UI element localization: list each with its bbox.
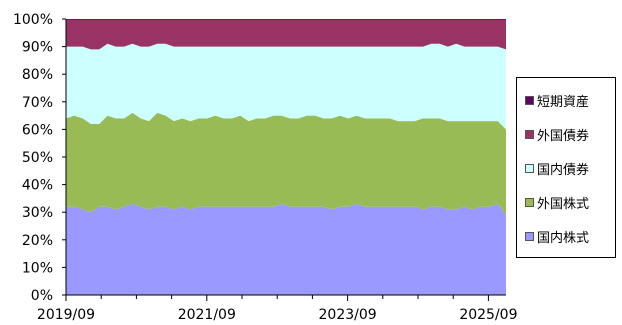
legend-swatch [525,232,534,241]
y-tick-label: 10% [22,260,53,276]
area-series-0 [66,203,506,295]
legend-item-domestic-bonds: 国内債券 [525,159,589,178]
x-tick-label: 2019/09 [37,307,95,323]
legend-label: 外国債券 [537,129,590,144]
y-tick-label: 30% [22,205,53,221]
y-tick-label: 60% [22,122,53,138]
legend-item-foreign-stocks: 外国株式 [525,193,589,212]
y-tick-label: 40% [22,178,53,194]
legend-item-short-term: 短期資産 [525,91,589,110]
y-tick-label: 20% [22,233,53,249]
legend-label: 外国株式 [537,197,590,212]
area-series-3 [66,19,506,50]
area-series-short-term [66,19,506,20]
x-tick-label: 2021/09 [178,307,236,323]
legend: 短期資産 外国債券 国内債券 外国株式 国内株式 [516,77,616,258]
legend-label: 国内株式 [537,231,590,246]
legend-item-domestic-stocks: 国内株式 [525,227,589,246]
legend-swatch [525,130,534,139]
legend-swatch [525,96,534,105]
area-series-1 [66,112,506,215]
y-tick-label: 70% [22,95,53,111]
y-tick-label: 80% [22,67,53,83]
y-tick-label: 100% [13,12,53,28]
legend-label: 国内債券 [537,163,590,178]
legend-swatch [525,164,534,173]
axes: 0% 10% 20% 30% 40% 50% 60% 70% 80% 90% 100% 2019/09… [13,12,518,323]
y-tick-label: 90% [22,40,53,56]
y-tick-label: 50% [22,150,53,166]
x-tick-label: 2025/09 [459,307,517,323]
legend-label: 短期資産 [537,95,590,110]
area-series-2 [66,43,506,130]
y-tick-label: 0% [31,288,53,304]
legend-swatch [525,198,534,207]
legend-item-foreign-bonds: 外国債券 [525,125,589,144]
plot-area [66,19,506,295]
x-tick-label: 2023/09 [319,307,377,323]
